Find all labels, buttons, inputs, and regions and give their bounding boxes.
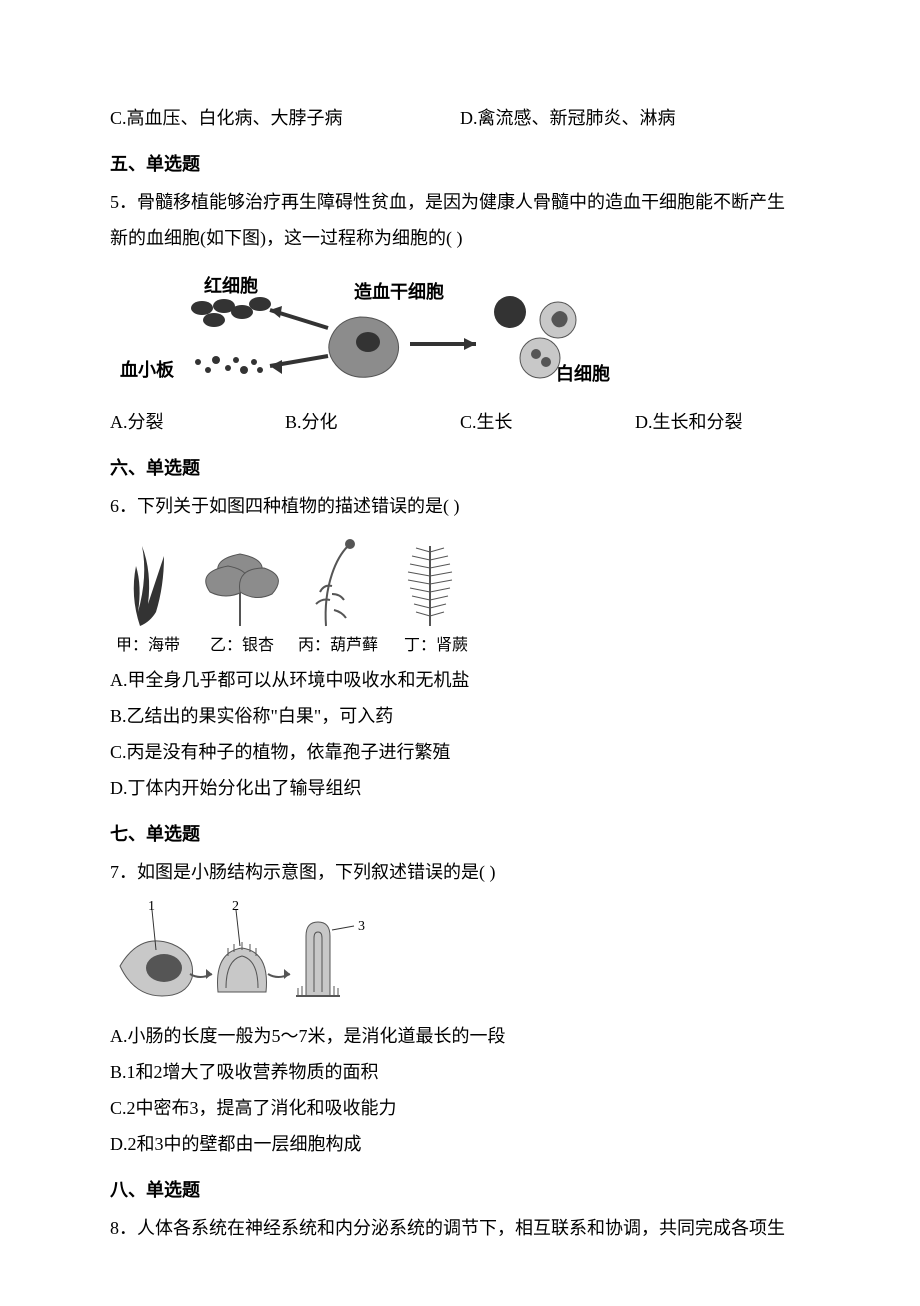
q6-figure: 甲：海带 乙：银杏 丙：葫芦藓 丁：肾蕨 [110,530,810,660]
q6-text: 6．下列关于如图四种植物的描述错误的是( ) [110,488,810,524]
q7-option-a: A.小肠的长度一般为5～7米，是消化道最长的一段 [110,1018,810,1054]
q5-option-a: A.分裂 [110,404,285,440]
platelet-label: 血小板 [120,359,175,380]
section-7-heading: 七、单选题 [110,816,810,852]
stem-cell-label: 造血干细胞 [354,281,444,302]
arrow-2-icon [268,969,290,979]
q7-label-1: 1 [148,899,155,914]
q5-number: 5． [110,192,137,212]
q5-option-d: D.生长和分裂 [635,404,810,440]
option-c: C.高血压、白化病、大脖子病 [110,100,460,136]
q5-option-c: C.生长 [460,404,635,440]
q7-option-b: B.1和2增大了吸收营养物质的面积 [110,1054,810,1090]
q7-label-3: 3 [358,919,365,934]
prev-question-options-cd: C.高血压、白化病、大脖子病 D.禽流感、新冠肺炎、淋病 [110,100,810,136]
moss-icon [316,540,354,626]
arrow-left-up-icon [270,306,328,328]
q6-option-b: B.乙结出的果实俗称"白果"，可入药 [110,698,810,734]
q6-cap-a: 甲：海带 [116,636,180,654]
q6-body: 下列关于如图四种植物的描述错误的是( ) [137,496,460,516]
q8-body: 人体各系统在神经系统和内分泌系统的调节下，相互联系和协调，共同完成各项生 [137,1218,785,1238]
q5-options: A.分裂 B.分化 C.生长 D.生长和分裂 [110,404,810,440]
q7-number: 7． [110,862,137,882]
villus-icon [296,922,340,996]
q7-body: 如图是小肠结构示意图，下列叙述错误的是( ) [137,862,496,882]
q5-svg: 造血干细胞 红细胞 [110,262,630,402]
q6-option-a: A.甲全身几乎都可以从环境中吸收水和无机盐 [110,662,810,698]
ginkgo-icon [206,554,279,626]
q5-text-line2: 新的血细胞(如下图)，这一过程称为细胞的( ) [110,220,810,256]
q5-figure: 造血干细胞 红细胞 [110,262,810,402]
kelp-icon [134,546,164,626]
q6-cap-d: 丁：肾蕨 [404,636,468,654]
option-d: D.禽流感、新冠肺炎、淋病 [460,100,810,136]
page: C.高血压、白化病、大脖子病 D.禽流感、新冠肺炎、淋病 五、单选题 5．骨髓移… [0,0,920,1306]
q7-text: 7．如图是小肠结构示意图，下列叙述错误的是( ) [110,854,810,890]
q7-figure: 1 2 [110,896,810,1016]
q8-number: 8． [110,1218,137,1238]
white-cell-label: 白细胞 [556,363,610,384]
q5-option-b: B.分化 [285,404,460,440]
q6-option-d: D.丁体内开始分化出了输导组织 [110,770,810,806]
q6-svg: 甲：海带 乙：银杏 丙：葫芦藓 丁：肾蕨 [110,530,490,660]
q7-option-d: D.2和3中的壁都由一层细胞构成 [110,1126,810,1162]
section-8-heading: 八、单选题 [110,1172,810,1208]
section-5-heading: 五、单选题 [110,146,810,182]
section-6-heading: 六、单选题 [110,450,810,486]
q6-cap-c: 丙：葫芦藓 [298,636,378,654]
red-cells-icon [191,297,271,327]
q6-option-c: C.丙是没有种子的植物，依靠孢子进行繁殖 [110,734,810,770]
q7-svg: 1 2 [110,896,370,1016]
q5-text-line1: 5．骨髓移植能够治疗再生障碍性贫血，是因为健康人骨髓中的造血干细胞能不断产生 [110,184,810,220]
q7-label-2: 2 [232,899,239,914]
q5-body-1: 骨髓移植能够治疗再生障碍性贫血，是因为健康人骨髓中的造血干细胞能不断产生 [137,192,785,212]
q6-cap-b: 乙：银杏 [210,636,274,654]
q7-option-c: C.2中密布3，提高了消化和吸收能力 [110,1090,810,1126]
q8-text: 8．人体各系统在神经系统和内分泌系统的调节下，相互联系和协调，共同完成各项生 [110,1210,810,1246]
platelets-icon [195,356,263,374]
stem-cell-icon [329,317,399,377]
red-cell-label: 红细胞 [204,275,258,296]
fern-icon [408,546,452,626]
q6-number: 6． [110,496,137,516]
arrow-right-icon [410,338,476,350]
intestinal-fold-icon [218,942,267,992]
arrow-1-icon [190,969,212,979]
arrow-left-down-icon [270,356,328,374]
